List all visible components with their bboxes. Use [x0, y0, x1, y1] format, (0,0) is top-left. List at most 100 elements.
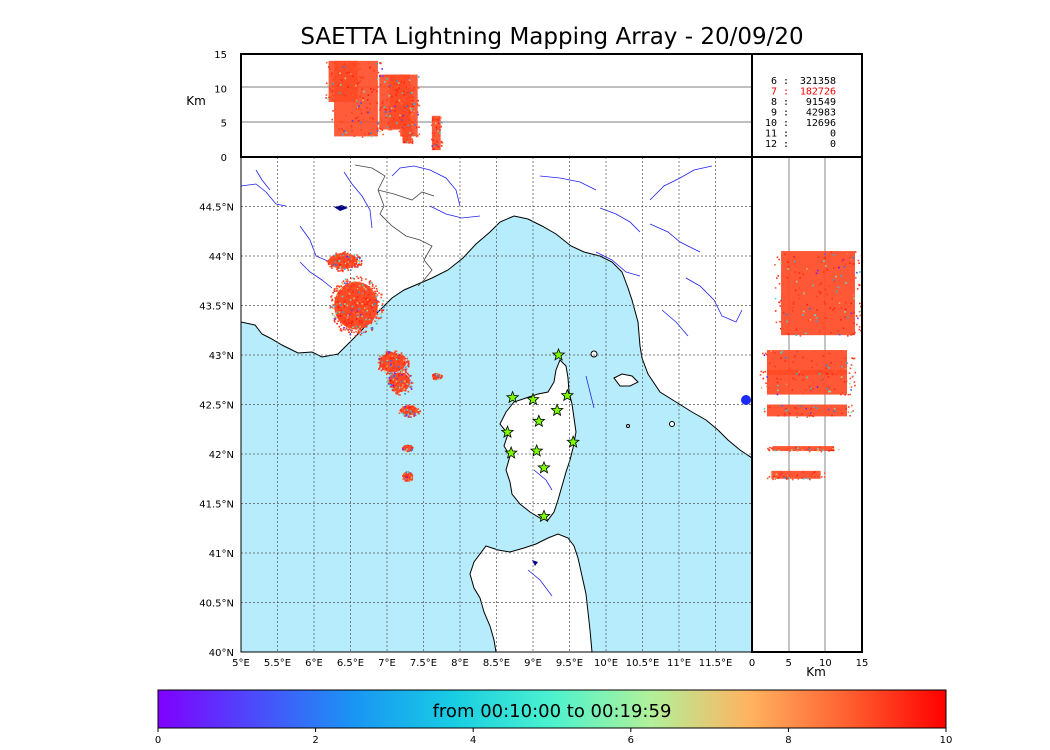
- lightning-source: [349, 319, 352, 322]
- lightning-source: [349, 277, 352, 280]
- lightning-source: [411, 94, 413, 97]
- lightning-source: [361, 284, 364, 286]
- lightning-source: [823, 387, 826, 389]
- lightning-source: [338, 256, 341, 258]
- lightning-source: [383, 353, 385, 356]
- lightning-source: [411, 140, 414, 142]
- lightning-source: [348, 312, 351, 315]
- lightning-source: [386, 359, 389, 362]
- lightning-source: [409, 410, 412, 412]
- lightning-source: [345, 325, 348, 328]
- lightning-source: [406, 479, 409, 481]
- lightning-source: [830, 362, 832, 364]
- lightning-source: [357, 107, 360, 109]
- lightning-source: [404, 369, 407, 372]
- lightning-source: [371, 294, 374, 297]
- lightning-source: [340, 266, 343, 269]
- lightning-source: [339, 84, 342, 86]
- lightning-source: [412, 407, 414, 410]
- lightning-source: [389, 384, 392, 386]
- lightning-source: [355, 107, 357, 110]
- lightning-source: [839, 317, 842, 319]
- lightning-source: [813, 471, 816, 473]
- lightning-source: [338, 266, 341, 269]
- lightning-source: [384, 361, 387, 364]
- lightning-source: [402, 478, 405, 480]
- lightning-source: [401, 373, 403, 376]
- lightning-source: [356, 116, 359, 119]
- lightning-source: [356, 332, 359, 334]
- lightning-source: [353, 307, 355, 310]
- lightning-source: [350, 255, 353, 258]
- lightning-source: [358, 331, 361, 333]
- lightning-source: [847, 393, 850, 396]
- lightning-source: [405, 471, 408, 473]
- lightning-source: [368, 299, 370, 302]
- lat-tick-label: 44.5°N: [199, 203, 234, 214]
- lightning-source: [399, 75, 402, 78]
- lightning-source: [394, 110, 397, 112]
- altitude-band: [766, 369, 848, 395]
- lightning-source: [355, 296, 358, 299]
- lightning-source: [802, 392, 805, 395]
- lightning-source: [437, 373, 439, 376]
- lightning-source: [410, 107, 413, 110]
- lightning-source: [387, 351, 389, 353]
- lightning-source: [390, 120, 393, 122]
- lightning-source: [394, 375, 397, 378]
- lightning-source: [353, 278, 355, 280]
- lightning-source: [776, 393, 779, 396]
- lightning-source: [387, 126, 389, 129]
- lightning-source: [782, 312, 785, 314]
- lightning-source: [398, 87, 400, 89]
- lightning-source: [808, 478, 811, 481]
- lightning-source: [365, 308, 367, 310]
- lightning-source: [764, 352, 767, 355]
- lightning-source: [829, 307, 831, 309]
- lightning-source: [829, 405, 831, 408]
- lightning-source: [803, 292, 805, 295]
- lightning-source: [358, 105, 360, 107]
- lightning-source: [396, 80, 398, 83]
- pianosa-island: [626, 424, 630, 428]
- lightning-source: [840, 275, 843, 277]
- lightning-source: [360, 112, 363, 115]
- lightning-source: [375, 288, 378, 290]
- lightning-source: [340, 288, 343, 290]
- lightning-source: [393, 387, 395, 390]
- lightning-source: [858, 284, 861, 287]
- count-value: 42983: [806, 108, 836, 119]
- lightning-source: [403, 449, 406, 452]
- lightning-source: [369, 280, 372, 282]
- lightning-source: [763, 354, 766, 356]
- lightning-source: [801, 449, 804, 452]
- lightning-source: [398, 386, 401, 389]
- lightning-source: [856, 271, 858, 274]
- lightning-source: [374, 320, 376, 323]
- lightning-source: [357, 326, 360, 329]
- lightning-source: [357, 277, 360, 280]
- lightning-source: [325, 97, 327, 99]
- lightning-source: [408, 383, 411, 385]
- lightning-source: [356, 258, 358, 261]
- lightning-source: [376, 320, 379, 322]
- lightning-source: [365, 313, 367, 315]
- lightning-source: [842, 327, 845, 330]
- lightning-source: [338, 83, 340, 86]
- lightning-source: [850, 411, 853, 414]
- lightning-source: [340, 285, 343, 287]
- lightning-source: [791, 389, 794, 391]
- lightning-source: [327, 66, 330, 68]
- lightning-source: [365, 278, 367, 280]
- lightning-source: [350, 125, 353, 128]
- lightning-source: [394, 353, 397, 356]
- station-star: [550, 403, 564, 417]
- lightning-source: [343, 261, 346, 264]
- lightning-source: [335, 260, 337, 263]
- lightning-source: [414, 407, 416, 410]
- lightning-source: [362, 314, 364, 316]
- lightning-source: [783, 415, 786, 417]
- lightning-source: [348, 258, 350, 260]
- lightning-source: [348, 303, 350, 306]
- lightning-source: [405, 115, 408, 118]
